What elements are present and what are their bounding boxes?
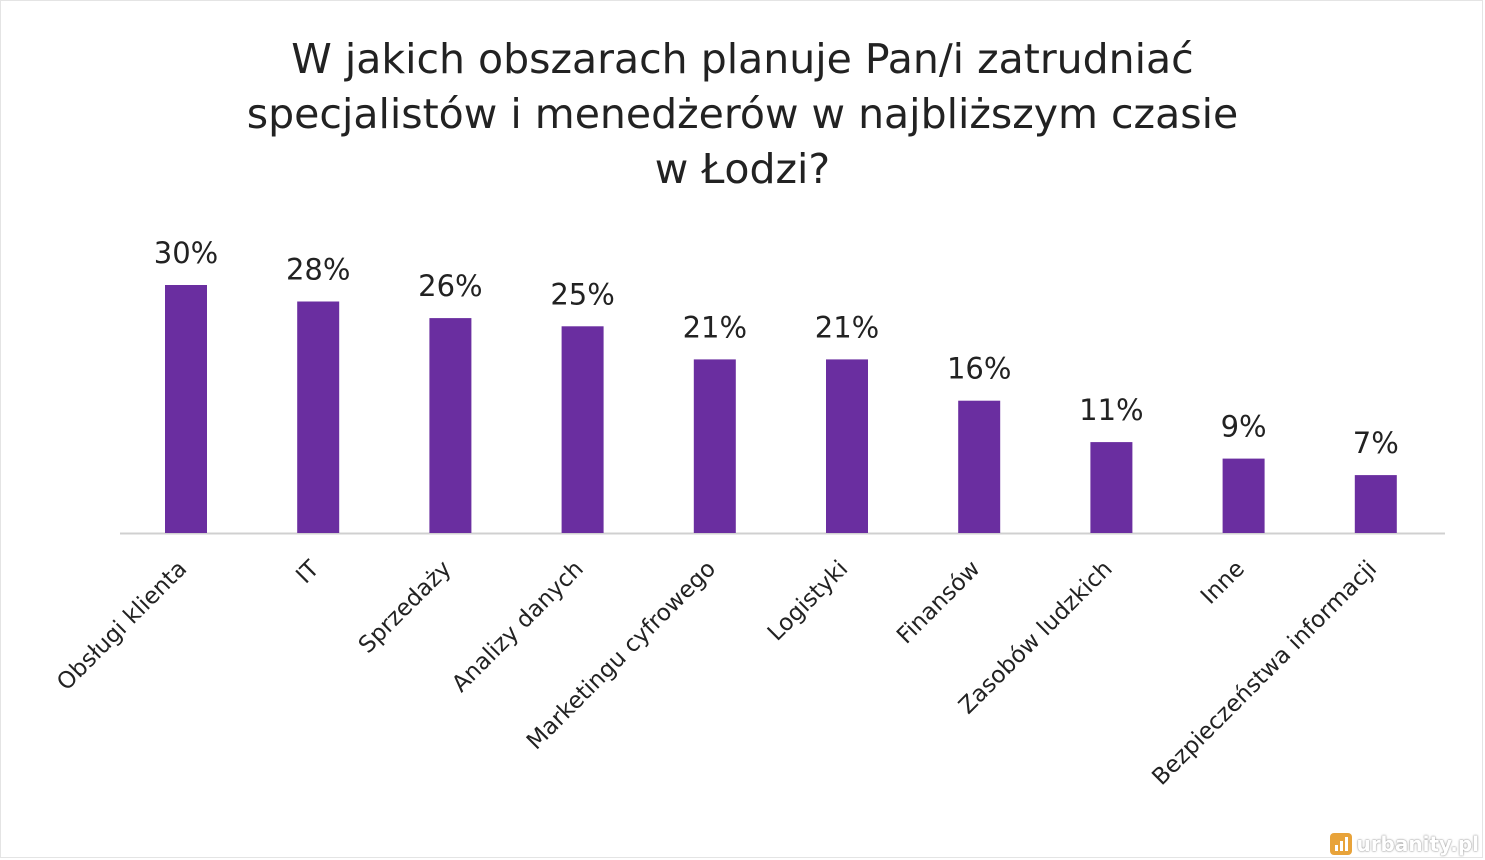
bar-7 xyxy=(1090,442,1133,533)
chart-title-line-1: W jakich obszarach planuje Pan/i zatrudn… xyxy=(291,35,1194,83)
bar-value-label-7: 11% xyxy=(1079,393,1143,427)
bar-3 xyxy=(561,326,604,533)
category-label-3: Analizy danych xyxy=(447,556,589,698)
watermark-text: urbanity.pl xyxy=(1356,832,1479,856)
category-label-9: Bezpieczeństwa informacji xyxy=(1147,556,1382,791)
category-label-5: Logistyki xyxy=(763,556,853,646)
bar-value-label-9: 7% xyxy=(1353,426,1399,460)
bar-value-label-5: 21% xyxy=(815,310,879,344)
chart-title: W jakich obszarach planuje Pan/i zatrudn… xyxy=(150,32,1335,197)
category-label-6: Finansów xyxy=(892,556,985,649)
category-label-2: Sprzedaży xyxy=(354,556,457,659)
category-label-0: Obsługi klienta xyxy=(52,556,192,696)
bar-9 xyxy=(1354,475,1397,533)
bar-value-label-4: 21% xyxy=(683,310,747,344)
bar-4 xyxy=(693,359,736,533)
bar-6 xyxy=(958,400,1001,533)
bar-value-label-6: 16% xyxy=(947,352,1011,386)
category-label-1: IT xyxy=(291,555,325,589)
bar-0 xyxy=(165,285,207,533)
chart-title-line-3: w Łodzi? xyxy=(654,145,831,193)
bar-value-label-8: 9% xyxy=(1221,410,1267,444)
bar-value-label-0: 30% xyxy=(154,236,218,270)
bar-1 xyxy=(297,301,340,533)
category-label-8: Inne xyxy=(1196,556,1250,610)
bar-chart-logo-icon xyxy=(1330,833,1353,855)
bar-value-label-2: 26% xyxy=(418,269,482,303)
bar-5 xyxy=(826,359,868,533)
watermark: urbanity.pl xyxy=(1330,832,1479,856)
bar-8 xyxy=(1222,458,1265,533)
bar-value-label-3: 25% xyxy=(550,277,614,311)
bar-value-label-1: 28% xyxy=(286,253,350,287)
bar-2 xyxy=(429,318,472,533)
chart-title-line-2: specjalistów i menedżerów w najbliższym … xyxy=(246,90,1239,138)
